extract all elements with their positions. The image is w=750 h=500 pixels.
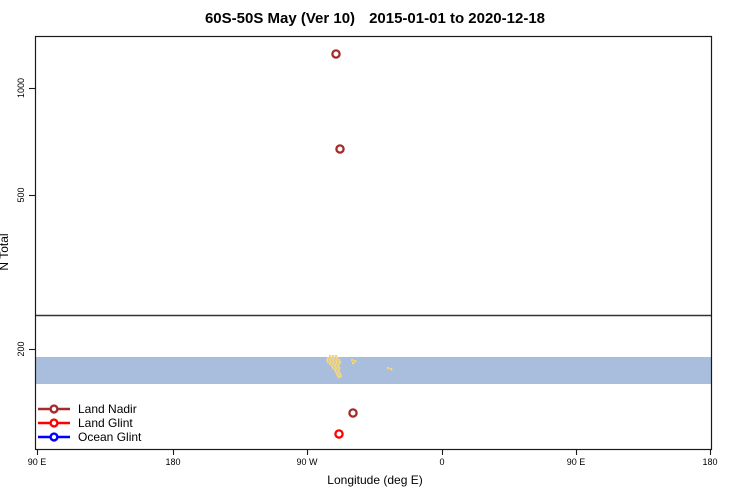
legend-marker-icon (38, 418, 70, 428)
ocean-band (36, 357, 711, 384)
land-mask-pixel (335, 367, 338, 370)
legend-marker-icon (38, 404, 70, 414)
x-tick-label: 90 W (296, 457, 318, 467)
legend-item-land-glint: Land Glint (37, 416, 141, 430)
y-tick-label: 1000 (16, 77, 26, 99)
land-mask-pixel (352, 362, 355, 365)
data-point-land-nadir (348, 408, 358, 418)
x-tick-label: 90 E (566, 457, 586, 467)
land-mask-pixel (326, 359, 329, 362)
land-mask-pixel (333, 361, 336, 364)
land-mask-pixel (332, 363, 335, 366)
land-mask-pixel (335, 359, 338, 362)
y-tick-label: 500 (16, 187, 26, 203)
data-point-land-glint (334, 429, 344, 439)
land-mask-pixel (338, 376, 341, 379)
x-tick-label: 180 (165, 457, 181, 467)
land-mask-pixel (337, 369, 340, 372)
chart-title: 60S-50S May (Ver 10) 2015-01-01 to 2020-… (0, 10, 750, 27)
land-mask-pixel (330, 357, 333, 360)
plot-border (34, 35, 713, 451)
legend-item-ocean-glint: Ocean Glint (37, 430, 141, 444)
land-mask-pixel (332, 367, 335, 370)
legend-label: Land Nadir (78, 402, 137, 416)
land-mask-pixel (334, 365, 337, 368)
land-mask-pixel (339, 373, 342, 376)
land-mask-pixel (338, 367, 341, 370)
land-mask-pixel (335, 371, 338, 374)
land-mask-pixel (351, 359, 354, 362)
x-axis-title: Longitude (deg E) (327, 473, 423, 487)
land-mask-pixel (335, 363, 338, 366)
land-mask-pixel (332, 355, 335, 358)
land-mask-pixel (336, 373, 339, 376)
legend-label: Land Glint (78, 416, 133, 430)
x-tick-label: 90 E (27, 457, 47, 467)
land-mask-pixel (354, 360, 357, 363)
data-point-land-nadir (335, 144, 345, 154)
land-mask-pixel (337, 365, 340, 368)
legend-item-land-nadir: Land Nadir (37, 402, 141, 416)
land-mask-pixel (336, 361, 339, 364)
chart-title-dates: 2015-01-01 to 2020-12-18 (369, 10, 546, 27)
x-tick-label: 180 (702, 457, 718, 467)
land-mask-pixel (340, 375, 343, 378)
chart-title-main: 60S-50S May (Ver 10) (204, 10, 356, 27)
land-mask-pixel (390, 368, 393, 371)
land-mask-pixel (327, 357, 330, 360)
land-mask-pixel (339, 361, 342, 364)
land-mask-pixel (329, 363, 332, 366)
land-mask-pixel (387, 367, 390, 370)
land-mask-pixel (338, 363, 341, 366)
land-mask-pixel (332, 359, 335, 362)
y-axis-title: N Total (0, 233, 11, 270)
land-mask-pixel (338, 359, 341, 362)
land-mask-pixel (333, 357, 336, 360)
land-mask-pixel (338, 371, 341, 374)
land-mask-pixel (336, 357, 339, 360)
land-mask-pixel (331, 365, 334, 368)
land-mask-pixel (329, 359, 332, 362)
x-tick-label: 0 (439, 457, 445, 467)
legend-label: Ocean Glint (78, 430, 142, 444)
land-mask-pixel (334, 369, 337, 372)
data-point-land-nadir (331, 49, 341, 59)
legend-marker-icon (38, 432, 70, 442)
land-mask-pixel (329, 355, 332, 358)
y-tick-label: 200 (16, 341, 26, 357)
land-mask-pixel (330, 361, 333, 364)
land-mask-pixel (335, 355, 338, 358)
legend: Land Nadir Land Glint Ocean Glint (37, 402, 141, 444)
land-mask-pixel (327, 361, 330, 364)
